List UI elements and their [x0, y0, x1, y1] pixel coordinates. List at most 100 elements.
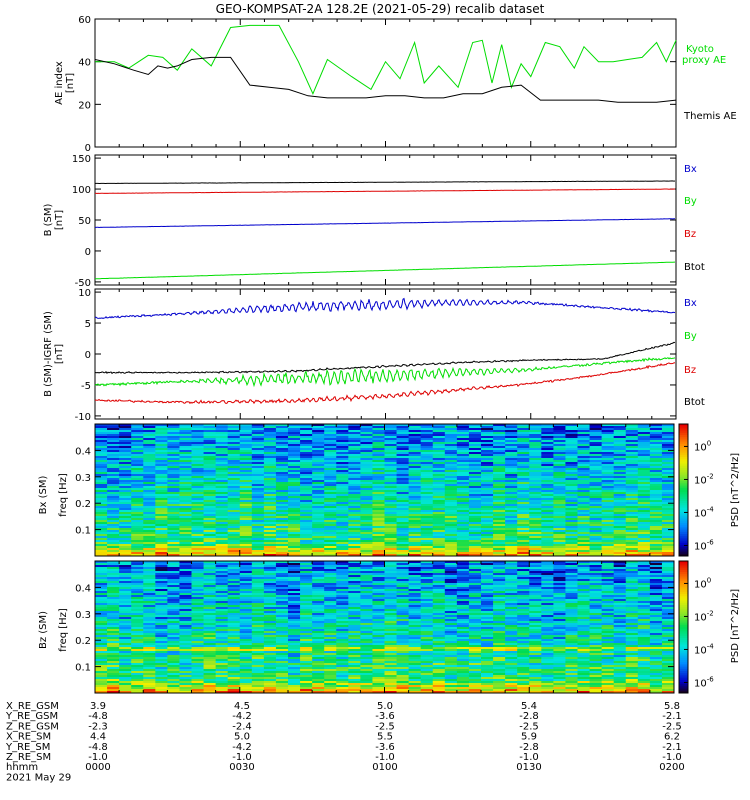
ae-ylabel: AE index [54, 61, 65, 105]
bz-spec-ylabel: Bz (SM) [38, 611, 49, 649]
colorbar-tick-label: 10-4 [694, 505, 714, 519]
y-tick-label: 0.2 [75, 499, 91, 510]
y-tick-label: 0.4 [75, 446, 91, 457]
ephemeris-value: 0130 [516, 762, 541, 773]
ephemeris-value: -3.6 [375, 711, 395, 722]
ephemeris-value: 0030 [229, 762, 254, 773]
ephemeris-value: 5.4 [521, 701, 537, 712]
legend-proxy-ae: proxy AE [682, 55, 726, 66]
ephemeris-value: -4.2 [232, 742, 252, 753]
ephemeris-value: -1.0 [375, 752, 395, 763]
ephemeris-value: 6.2 [664, 732, 680, 743]
legend-kyoto: Kyoto [686, 44, 714, 55]
y-tick-label: 0.2 [75, 636, 91, 647]
legend-igrf-bx: Bx [684, 298, 697, 309]
ephemeris-value: 0000 [85, 762, 110, 773]
ephemeris-table: X_RE_GSMY_RE_GSMZ_RE_GSMX_RE_SMY_RE_SMZ_… [5, 701, 685, 783]
bx-colorbar-label: PSD [nT^2/Hz] [730, 453, 741, 527]
ephemeris-value: -2.5 [375, 721, 395, 732]
colorbar-tick-label: 10-4 [694, 642, 714, 656]
ephemeris-value: 5.5 [377, 732, 393, 743]
ephemeris-value: -2.5 [519, 721, 539, 732]
y-tick-label: -5 [81, 381, 91, 392]
ephemeris-value: -4.2 [232, 711, 252, 722]
legend-themis-ae: Themis AE [683, 111, 737, 122]
y-tick-label: 40 [78, 58, 91, 69]
bsm-ylabel: B (SM) [43, 203, 54, 236]
series-line-bx [94, 180, 676, 185]
colorbar-tick-label: 100 [694, 439, 711, 453]
y-tick-label: 20 [78, 100, 91, 111]
series-line-kyoto-proxy-ae [95, 24, 677, 95]
y-tick-label: 0.4 [75, 583, 91, 594]
panel-bx-spectrogram: 0.1 0.2 0.3 0.4 Bx (SM) freq [Hz] 100 10-2 10… [38, 423, 741, 557]
legend-igrf-by: By [684, 331, 697, 342]
ephemeris-value: 5.0 [377, 701, 393, 712]
bx-spec-yunit: freq [Hz] [58, 473, 69, 517]
y-tick-label: 0.1 [75, 526, 91, 537]
ephemeris-value: -2.8 [519, 742, 539, 753]
legend-bsm-by: By [684, 196, 697, 207]
bx-spec-ylabel: Bx (SM) [38, 476, 49, 515]
ephemeris-value: -4.8 [88, 742, 108, 753]
ephemeris-value: -2.1 [662, 711, 682, 722]
legend-igrf-btot: Btot [684, 397, 705, 408]
ephemeris-value: 5.0 [234, 732, 250, 743]
panel-ae: 0 20 40 60 AE index [nT] Kyoto proxy AE The… [54, 15, 737, 154]
legend-bsm-btot: Btot [684, 262, 705, 273]
ephemeris-value: -1.0 [232, 752, 252, 763]
series-line-by [95, 188, 675, 195]
series-line-bx [94, 297, 676, 319]
colorbar-tick-label: 10-6 [694, 675, 714, 689]
y-tick-label: -50 [75, 278, 91, 289]
y-tick-label: 60 [78, 15, 91, 26]
ephemeris-value: 5.8 [664, 701, 680, 712]
ephemeris-value: -4.8 [88, 711, 108, 722]
y-tick-label: 10 [78, 288, 91, 299]
ephemeris-value: 5.9 [521, 732, 537, 743]
ephemeris-value: -1.0 [662, 752, 682, 763]
colorbar-tick-label: 10-2 [694, 609, 714, 623]
igrf-ylabel: B (SM)-IGRF (SM) [43, 311, 54, 397]
y-tick-label: 5 [85, 319, 91, 330]
ephemeris-value: 4.4 [90, 732, 106, 743]
panel-bz-spectrogram: 0.1 0.2 0.3 0.4 Bz (SM) freq [Hz] 100 10-2 10… [38, 560, 741, 694]
series-line-themis-ae [94, 56, 677, 103]
y-tick-label: 100 [72, 185, 91, 196]
ephemeris-value: -1.0 [88, 752, 108, 763]
colorbar-tick-label: 100 [694, 576, 711, 590]
ephemeris-row-label: 2021 May 29 [6, 772, 71, 783]
igrf-yunit: [nT] [54, 344, 65, 364]
y-tick-label: 0.1 [75, 663, 91, 674]
ephemeris-row-label: hhmm [6, 762, 38, 773]
legend-igrf-bz: Bz [684, 365, 696, 376]
ephemeris-row-label: Y_RE_SM [5, 742, 50, 753]
y-tick-label: 0.3 [75, 473, 91, 484]
legend-bsm-bz: Bz [684, 229, 696, 240]
ephemeris-value: 0100 [372, 762, 397, 773]
panel-b-igrf: -10 -5 0 5 10 B (SM)-IGRF (SM) [nT] Bx By Bz… [43, 288, 705, 423]
ephemeris-row-label: Z_RE_GSM [6, 721, 59, 732]
series-line-btot [95, 261, 675, 280]
figure-title: GEO-KOMPSAT-2A 128.2E (2021-05-29) recal… [216, 2, 545, 16]
ephemeris-value: -1.0 [519, 752, 539, 763]
ephemeris-row-label: X_RE_GSM [6, 701, 59, 712]
y-tick-label: 150 [72, 154, 91, 165]
ephemeris-row-label: Z_RE_SM [6, 752, 51, 763]
colorbar-tick-label: 10-6 [694, 538, 714, 552]
ephemeris-value: -2.1 [662, 742, 682, 753]
ephemeris-value: -3.6 [375, 742, 395, 753]
series-line-bz [94, 362, 676, 405]
ephemeris-value: -2.8 [519, 711, 539, 722]
series-line-by [94, 357, 676, 388]
bz-colorbar-label: PSD [nT^2/Hz] [730, 589, 741, 663]
y-tick-label: 0 [85, 143, 91, 154]
ephemeris-value: 4.5 [234, 701, 250, 712]
series-line-btot [94, 341, 676, 375]
colorbar-tick-label: 10-2 [694, 472, 714, 486]
ephemeris-value: 3.9 [90, 701, 106, 712]
y-tick-label: -10 [75, 412, 91, 423]
ae-yunit: [nT] [65, 73, 76, 93]
ephemeris-value: -2.4 [232, 721, 252, 732]
